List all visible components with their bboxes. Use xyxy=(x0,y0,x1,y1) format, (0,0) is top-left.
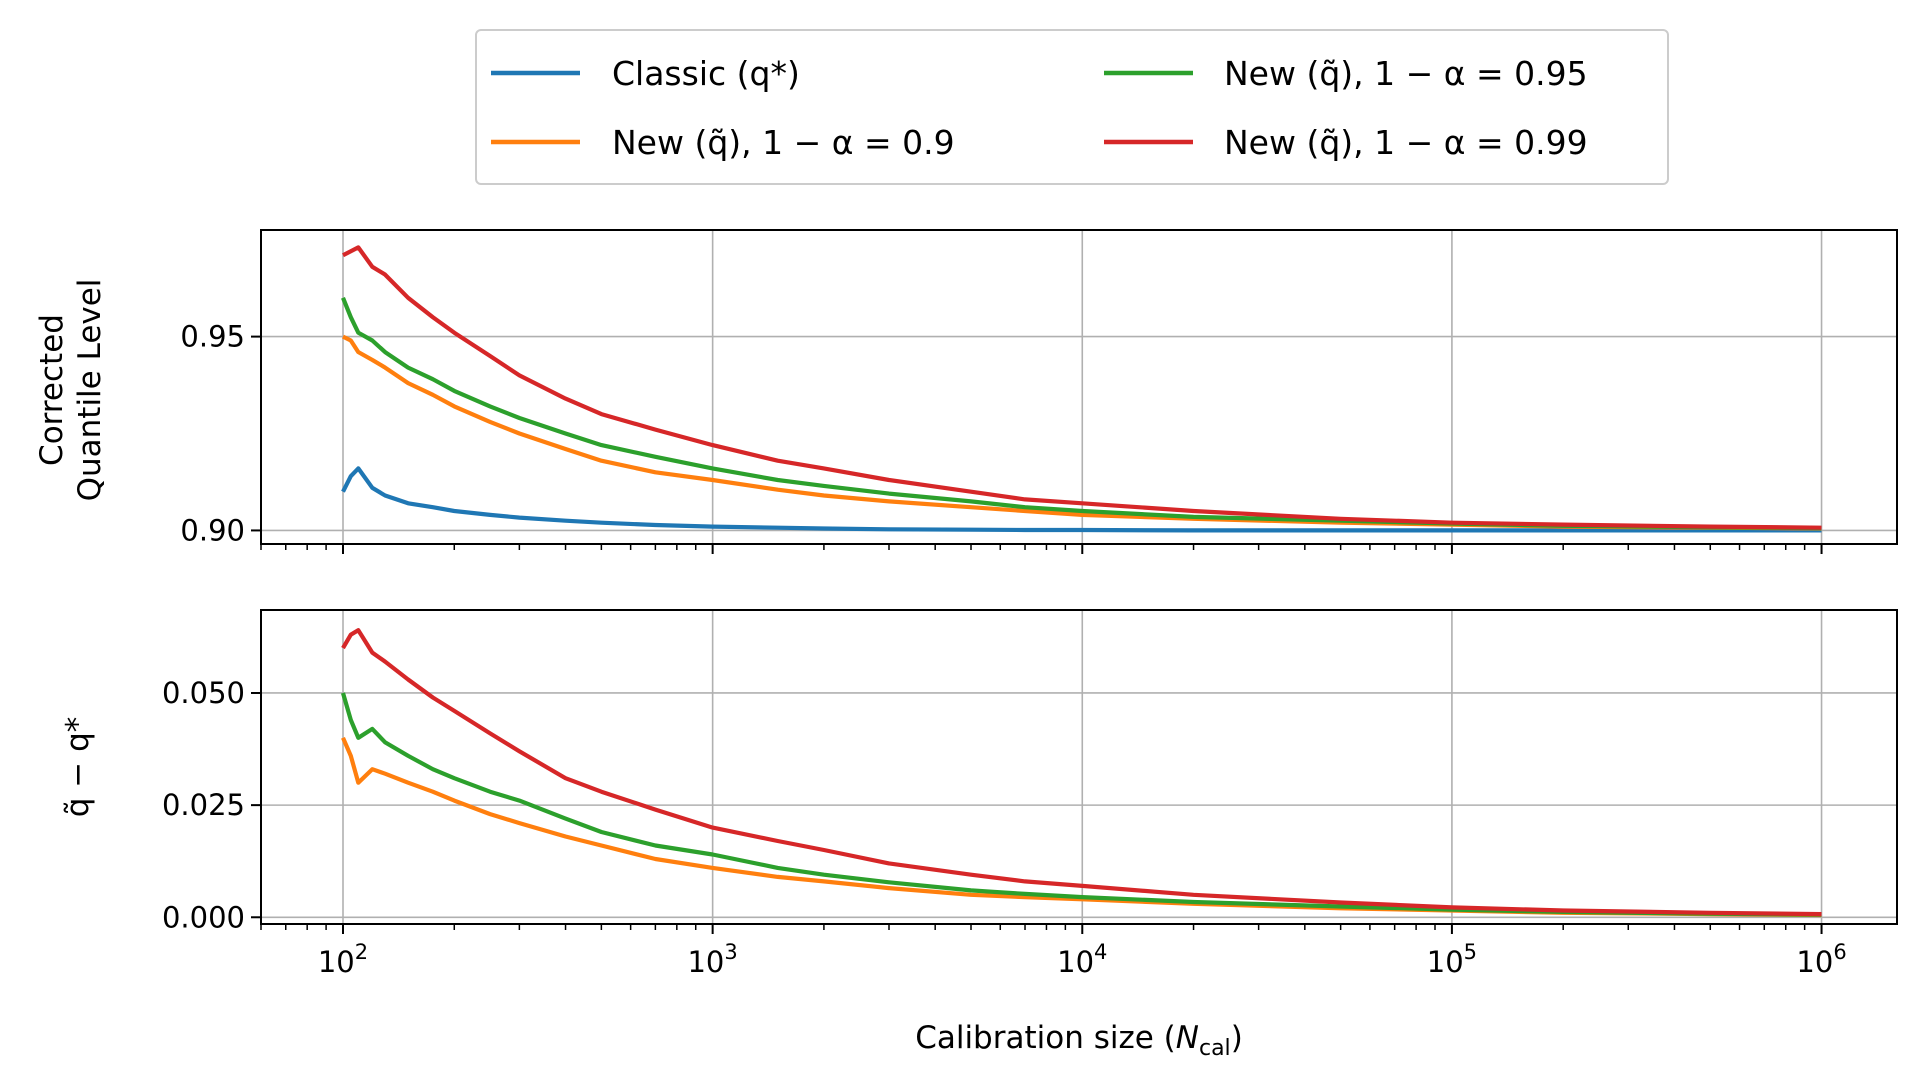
bottom-series xyxy=(340,628,1822,918)
bottom-ytick-label-1: 0.025 xyxy=(162,788,245,822)
top-series xyxy=(341,245,1822,533)
legend-label-new-09: New (q̃), 1 − α = 0.9 xyxy=(612,123,955,162)
x-axis-label-sub: cal xyxy=(1199,1036,1231,1061)
xtick-label-4: 106 xyxy=(1796,940,1846,979)
top-ytick-label-1: 0.95 xyxy=(180,320,245,354)
top-ytick-label-0: 0.90 xyxy=(180,513,245,547)
legend-frame xyxy=(475,29,1669,185)
top-ticks: 0.90 0.95 xyxy=(180,320,1823,554)
bottom-series-line-1 xyxy=(340,692,1822,917)
x-axis-label-close: ) xyxy=(1231,1020,1243,1056)
bottom-ytick-label-0: 0.000 xyxy=(162,900,245,934)
xtick-label-2: 104 xyxy=(1057,940,1107,979)
xtick-label-0: 102 xyxy=(318,940,368,979)
top-series-line-0 xyxy=(341,466,1822,533)
bottom-ylabel: q̃ − q* xyxy=(60,717,96,818)
top-series-line-2 xyxy=(341,297,1822,531)
legend-label-new-099: New (q̃), 1 − α = 0.99 xyxy=(1224,123,1588,162)
x-axis-label: Calibration size (Ncal) xyxy=(915,1020,1243,1061)
x-axis-label-main: Calibration size ( xyxy=(915,1020,1176,1056)
bottom-ticks: 102 103 104 105 106 0.000 0.025 0.050 xyxy=(162,676,1847,979)
top-ylabel-line2: Quantile Level xyxy=(72,279,108,502)
legend-label-classic: Classic (q*) xyxy=(612,54,800,93)
bottom-plot-frame xyxy=(260,609,1898,925)
xtick-label-3: 105 xyxy=(1427,940,1477,979)
xtick-label-1: 103 xyxy=(687,940,737,979)
bottom-series-line-2 xyxy=(341,628,1822,917)
top-ylabel-line1: Corrected xyxy=(34,314,70,466)
legend: Classic (q*) New (q̃), 1 − α = 0.95 New … xyxy=(475,29,1669,185)
top-panel: 0.90 0.95 Corrected Quantile Level xyxy=(34,229,1898,554)
x-axis-label-var: N xyxy=(1176,1020,1199,1056)
bottom-ytick-label-2: 0.050 xyxy=(162,676,245,710)
legend-label-new-095: New (q̃), 1 − α = 0.95 xyxy=(1224,54,1588,93)
bottom-panel: 102 103 104 105 106 0.000 0.025 0.050 q̃ − q* C… xyxy=(60,609,1898,1061)
top-plot-frame xyxy=(260,229,1898,545)
top-series-line-3 xyxy=(342,245,1822,530)
